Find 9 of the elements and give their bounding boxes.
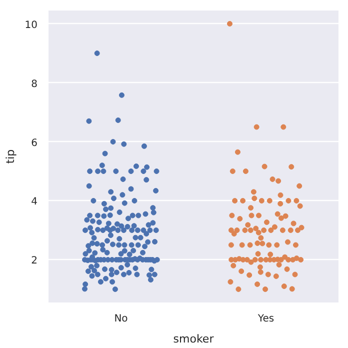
y-axis-title: tip — [4, 149, 17, 164]
x-tick-label: Yes — [256, 314, 274, 324]
y-tick-label: 10 — [24, 20, 38, 31]
y-tick-label: 8 — [31, 78, 38, 90]
y-tick-label: 6 — [31, 138, 38, 149]
y-tick-label: 4 — [31, 196, 38, 208]
x-tick-label: No — [114, 314, 128, 324]
y-tick-label: 2 — [31, 256, 38, 267]
x-axis-title: smoker — [173, 332, 214, 346]
